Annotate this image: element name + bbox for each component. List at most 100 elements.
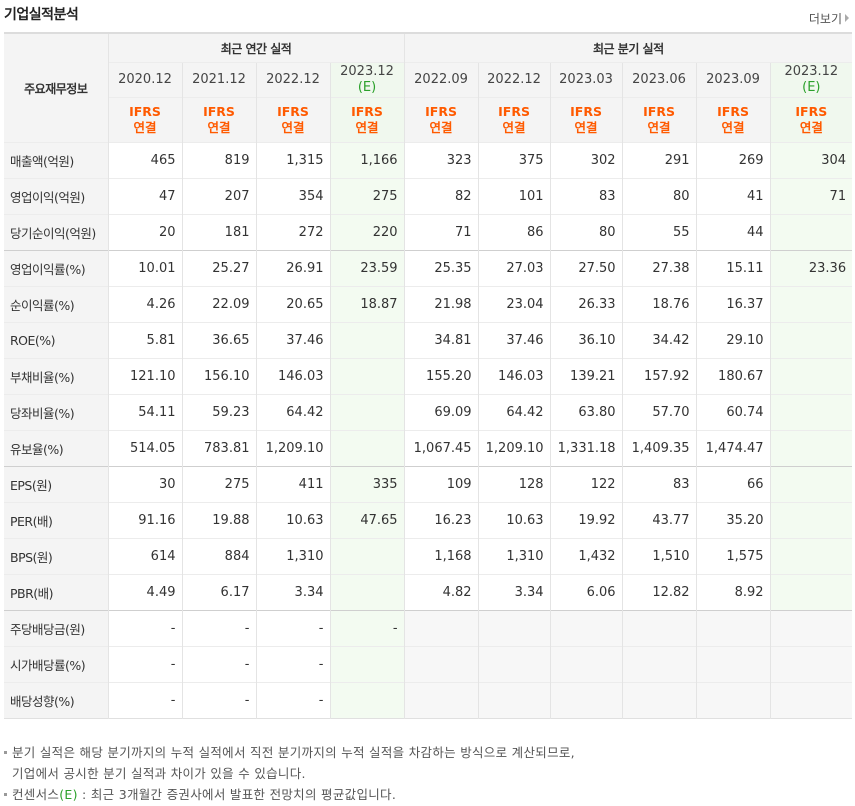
table-cell — [769, 466, 853, 503]
table-cell: 18.87 — [329, 286, 405, 323]
period-header: 2021.12 — [181, 62, 256, 98]
more-link[interactable]: 더보기 — [809, 10, 849, 27]
row-label: 시가배당률(%) — [4, 646, 108, 683]
table-cell: 19.92 — [549, 502, 623, 539]
table-cell — [403, 682, 479, 719]
table-cell: 1,168 — [403, 538, 479, 575]
table-cell — [329, 646, 405, 683]
table-cell: 12.82 — [621, 574, 697, 611]
table-row: 시가배당률(%) - - - — [4, 646, 853, 683]
table-cell: 35.20 — [695, 502, 771, 539]
table-cell: 91.16 — [107, 502, 182, 539]
table-cell — [329, 430, 405, 467]
table-cell: 121.10 — [107, 358, 182, 395]
table-cell: 1,209.10 — [255, 430, 330, 467]
table-cell — [329, 538, 405, 575]
table-cell: - — [181, 646, 256, 683]
table-cell: 302 — [549, 142, 623, 179]
table-row: 영업이익률(%) 10.01 25.27 26.91 23.59 25.35 27.03 27… — [4, 250, 853, 287]
table-cell: 323 — [403, 142, 479, 179]
table-cell: 10.63 — [477, 502, 551, 539]
table-cell: 269 — [695, 142, 771, 179]
table-cell: 6.06 — [549, 574, 623, 611]
table-cell: 16.37 — [695, 286, 771, 323]
table-cell: 207 — [181, 178, 256, 215]
table-cell: 156.10 — [181, 358, 256, 395]
footnote-1-cont: 기업에서 공시한 분기 실적과 차이가 있을 수 있습니다. — [12, 766, 306, 781]
table-cell: 275 — [329, 178, 405, 215]
table-cell: 63.80 — [549, 394, 623, 431]
bullet-icon — [4, 793, 7, 796]
table-cell: 10.63 — [255, 502, 330, 539]
table-cell — [769, 358, 853, 395]
table-cell: 1,510 — [621, 538, 697, 575]
row-label: EPS(원) — [4, 466, 108, 503]
table-cell: - — [255, 610, 330, 647]
table-cell — [549, 610, 623, 647]
ifrs-badge: IFRS 연결 — [329, 97, 405, 143]
ifrs-badge: IFRS 연결 — [403, 97, 479, 143]
ifrs-badge: IFRS 연결 — [549, 97, 623, 143]
table-cell: 304 — [769, 142, 853, 179]
table-cell — [477, 682, 551, 719]
table-cell — [695, 646, 771, 683]
table-cell — [621, 646, 697, 683]
table-cell: 83 — [621, 466, 697, 503]
table-cell — [329, 682, 405, 719]
ifrs-badge: IFRS 연결 — [621, 97, 697, 143]
bullet-icon — [4, 751, 7, 754]
more-label: 더보기 — [808, 12, 842, 26]
table-cell: 57.70 — [621, 394, 697, 431]
table-cell: 71 — [769, 178, 853, 215]
table-cell: 354 — [255, 178, 330, 215]
table-cell: 1,331.18 — [549, 430, 623, 467]
row-label: ROE(%) — [4, 322, 108, 359]
table-cell — [695, 610, 771, 647]
table-cell: 220 — [329, 214, 405, 251]
table-cell: 66 — [695, 466, 771, 503]
table-cell: 146.03 — [477, 358, 551, 395]
table-cell: 27.50 — [549, 250, 623, 287]
table-cell: 4.26 — [107, 286, 182, 323]
table-cell: 1,575 — [695, 538, 771, 575]
table-cell: - — [181, 610, 256, 647]
table-row: ROE(%) 5.81 36.65 37.46 34.81 37.46 36.10 34.42… — [4, 322, 853, 359]
table-cell: 20.65 — [255, 286, 330, 323]
footnote-2: 컨센서스(E) : 최근 3개월간 증권사에서 발표한 전망치의 평균값입니다. — [4, 784, 575, 805]
table-cell: - — [255, 646, 330, 683]
table-cell: - — [181, 682, 256, 719]
table-cell: 16.23 — [403, 502, 479, 539]
table-cell: 55 — [621, 214, 697, 251]
table-cell: 29.10 — [695, 322, 771, 359]
table-cell: 44 — [695, 214, 771, 251]
ifrs-badge: IFRS 연결 — [695, 97, 771, 143]
table-cell: 1,067.45 — [403, 430, 479, 467]
table-cell: 3.34 — [477, 574, 551, 611]
table-row: 주당배당금(원) - - - - — [4, 610, 853, 647]
period-header: 2022.12 — [477, 62, 551, 98]
table-cell: 37.46 — [477, 322, 551, 359]
table-cell: 23.59 — [329, 250, 405, 287]
table-cell: 1,315 — [255, 142, 330, 179]
table-cell: 122 — [549, 466, 623, 503]
table-cell — [769, 574, 853, 611]
table-row: 순이익률(%) 4.26 22.09 20.65 18.87 21.98 23.04 26.3… — [4, 286, 853, 323]
table-cell: 5.81 — [107, 322, 182, 359]
table-cell: 272 — [255, 214, 330, 251]
estimate-mark: (E) — [802, 80, 821, 95]
table-cell: 375 — [477, 142, 551, 179]
ifrs-badge: IFRS 연결 — [107, 97, 182, 143]
table-cell: 69.09 — [403, 394, 479, 431]
table-cell: 43.77 — [621, 502, 697, 539]
table-cell: - — [107, 682, 182, 719]
table-row: 당좌비율(%) 54.11 59.23 64.42 69.09 64.42 63.80 57.… — [4, 394, 853, 431]
table-cell: 22.09 — [181, 286, 256, 323]
table-cell — [329, 322, 405, 359]
table-cell: 157.92 — [621, 358, 697, 395]
row-label: PBR(배) — [4, 574, 108, 611]
row-label: 순이익률(%) — [4, 286, 108, 323]
row-label: 배당성향(%) — [4, 682, 108, 719]
table-cell: 21.98 — [403, 286, 479, 323]
period-header: 2023.12 (E) — [769, 62, 853, 98]
table-cell: 180.67 — [695, 358, 771, 395]
